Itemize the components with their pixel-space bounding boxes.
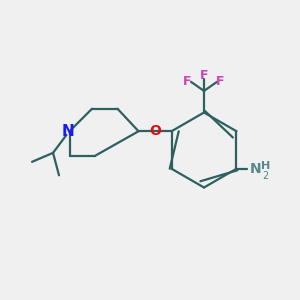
Text: N: N [61,124,74,139]
Text: F: F [183,75,192,88]
Text: 2: 2 [262,171,269,181]
Text: F: F [216,75,225,88]
Text: H: H [261,161,270,171]
Text: O: O [149,124,161,138]
Text: F: F [200,69,208,82]
Text: N: N [249,162,261,176]
